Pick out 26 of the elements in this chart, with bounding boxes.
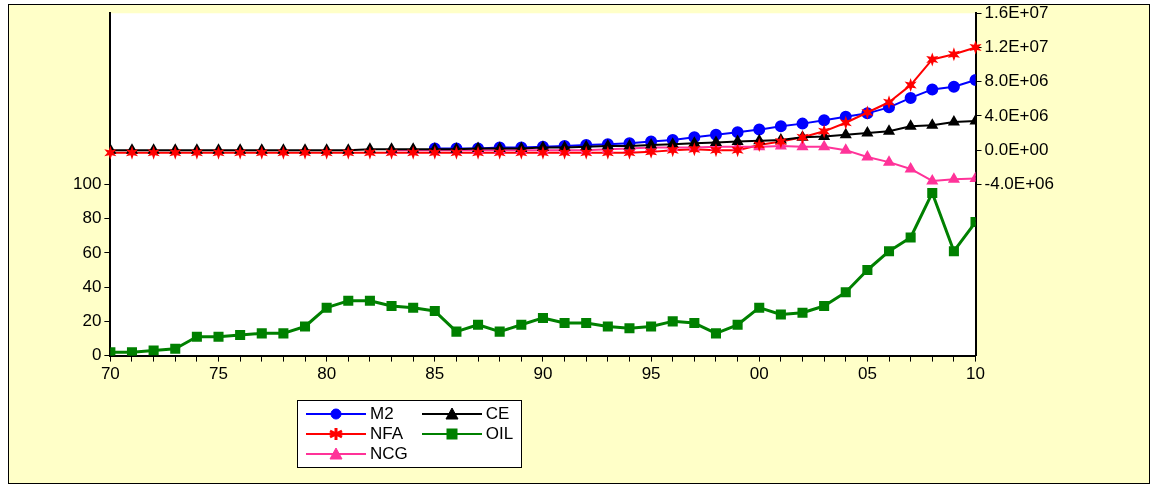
legend-label: NCG	[370, 444, 408, 464]
y2-tick-label: 0.0E+00	[984, 139, 1049, 159]
y2-tick-label: -4.0E+06	[984, 174, 1055, 194]
x-tick-label: 85	[425, 364, 445, 384]
y2-tick-label: 1.2E+07	[984, 37, 1049, 57]
y2-tick-label: 8.0E+06	[984, 71, 1049, 91]
x-tick-label: 95	[641, 364, 661, 384]
y-tick-label: 60	[82, 242, 102, 262]
y2-tick-label: 4.0E+06	[984, 105, 1049, 125]
y-tick-label: 0	[91, 345, 102, 365]
x-tick-label: 80	[317, 364, 337, 384]
y-tick-label: 80	[82, 208, 102, 228]
legend-label: M2	[370, 404, 394, 424]
legend-label: NFA	[370, 424, 404, 444]
legend-label: CE	[485, 404, 510, 424]
legend-label: OIL	[485, 424, 514, 444]
x-tick-label: 10	[966, 364, 985, 384]
x-tick-label: 05	[857, 364, 877, 384]
x-tick-label: 00	[749, 364, 769, 384]
y-tick-label: 100	[72, 174, 102, 194]
x-tick-label: 70	[100, 364, 120, 384]
x-tick-label: 90	[533, 364, 553, 384]
y-tick-label: 20	[82, 311, 102, 331]
y-tick-label: 40	[82, 276, 102, 296]
x-tick-label: 75	[209, 364, 228, 384]
y2-tick-label: 1.6E+07	[984, 2, 1049, 22]
